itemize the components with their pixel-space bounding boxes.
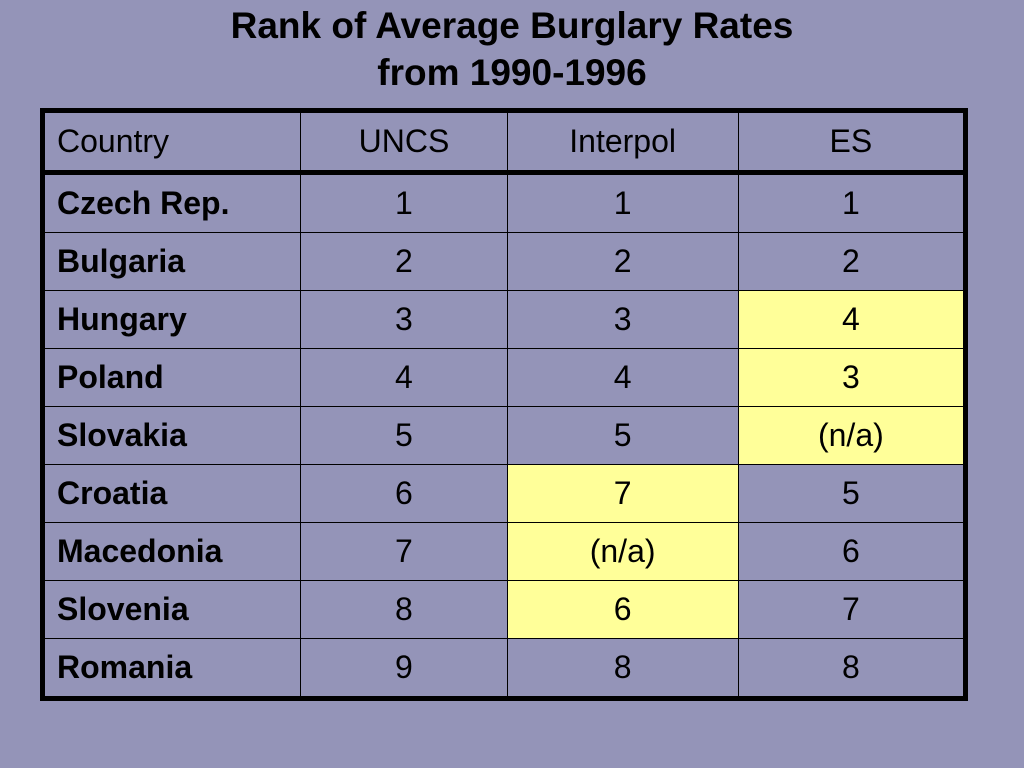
table-row: Slovenia 8 6 7 xyxy=(41,580,967,639)
es-cell-highlighted: 3 xyxy=(737,348,967,407)
country-cell: Slovenia xyxy=(41,580,302,639)
es-cell: 7 xyxy=(737,580,967,639)
es-cell: 1 xyxy=(737,172,967,233)
es-cell: 6 xyxy=(737,522,967,581)
title-line-2: from 1990-1996 xyxy=(377,52,647,93)
country-cell: Hungary xyxy=(41,290,302,349)
table-row: Poland 4 4 3 xyxy=(41,348,967,407)
header-interpol: Interpol xyxy=(506,110,739,175)
interpol-cell: 2 xyxy=(506,232,739,291)
burglary-rank-table: Country UNCS Interpol ES Czech Rep. 1 1 … xyxy=(40,108,968,701)
uncs-cell: 9 xyxy=(300,638,508,699)
country-cell: Croatia xyxy=(41,464,302,523)
table-body: Czech Rep. 1 1 1 Bulgaria 2 2 2 Hungary … xyxy=(41,172,967,699)
country-cell: Poland xyxy=(41,348,302,407)
interpol-cell-highlighted: (n/a) xyxy=(506,522,739,581)
table-row: Bulgaria 2 2 2 xyxy=(41,232,967,291)
country-cell: Macedonia xyxy=(41,522,302,581)
interpol-cell: 3 xyxy=(506,290,739,349)
title-line-1: Rank of Average Burglary Rates xyxy=(230,5,794,46)
uncs-cell: 6 xyxy=(300,464,508,523)
interpol-cell-highlighted: 6 xyxy=(506,580,739,639)
interpol-cell: 1 xyxy=(506,172,739,233)
uncs-cell: 1 xyxy=(300,172,508,233)
country-cell: Romania xyxy=(41,638,302,699)
es-cell: 8 xyxy=(737,638,967,699)
table-row: Slovakia 5 5 (n/a) xyxy=(41,406,967,465)
table-row: Macedonia 7 (n/a) 6 xyxy=(41,522,967,581)
table-row: Czech Rep. 1 1 1 xyxy=(41,172,967,233)
country-cell: Czech Rep. xyxy=(41,172,302,233)
uncs-cell: 3 xyxy=(300,290,508,349)
table-header: Country UNCS Interpol ES xyxy=(41,110,967,175)
page-title: Rank of Average Burglary Rates from 1990… xyxy=(0,2,1024,96)
header-country: Country xyxy=(41,110,302,175)
es-cell-highlighted: 4 xyxy=(737,290,967,349)
country-cell: Bulgaria xyxy=(41,232,302,291)
interpol-cell: 5 xyxy=(506,406,739,465)
es-cell-highlighted: (n/a) xyxy=(737,406,967,465)
table-row: Hungary 3 3 4 xyxy=(41,290,967,349)
table-row: Croatia 6 7 5 xyxy=(41,464,967,523)
country-cell: Slovakia xyxy=(41,406,302,465)
uncs-cell: 7 xyxy=(300,522,508,581)
header-es: ES xyxy=(737,110,967,175)
table-row: Romania 9 8 8 xyxy=(41,638,967,699)
uncs-cell: 8 xyxy=(300,580,508,639)
header-row: Country UNCS Interpol ES xyxy=(41,110,967,175)
uncs-cell: 5 xyxy=(300,406,508,465)
interpol-cell: 4 xyxy=(506,348,739,407)
header-uncs: UNCS xyxy=(300,110,508,175)
es-cell: 5 xyxy=(737,464,967,523)
uncs-cell: 2 xyxy=(300,232,508,291)
interpol-cell-highlighted: 7 xyxy=(506,464,739,523)
interpol-cell: 8 xyxy=(506,638,739,699)
es-cell: 2 xyxy=(737,232,967,291)
uncs-cell: 4 xyxy=(300,348,508,407)
